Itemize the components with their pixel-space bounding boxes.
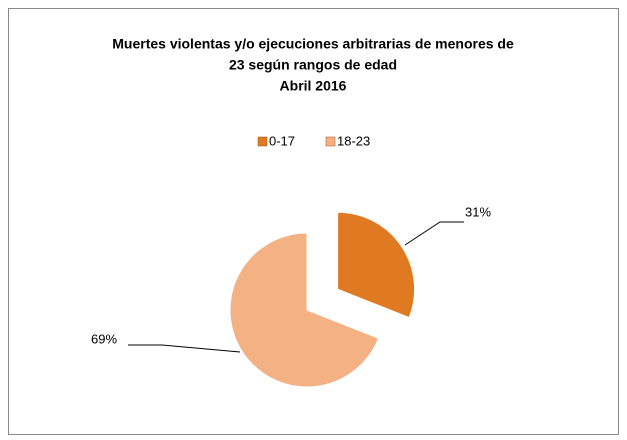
leader-line (404, 221, 464, 246)
data-label: 31% (465, 204, 491, 219)
chart-title: Abril 2016 (280, 78, 347, 94)
chart-title: Muertes violentas y/o ejecuciones arbitr… (112, 36, 514, 52)
pie-slice (229, 232, 380, 388)
leader-line (128, 344, 241, 353)
legend-label: 18-23 (337, 133, 370, 148)
legend-swatch (257, 136, 268, 147)
legend-swatch (325, 136, 336, 147)
pie-slice (337, 211, 416, 319)
legend-label: 0-17 (269, 133, 295, 148)
chart-title: 23 según rangos de edad (229, 57, 397, 73)
data-label: 69% (91, 331, 117, 346)
